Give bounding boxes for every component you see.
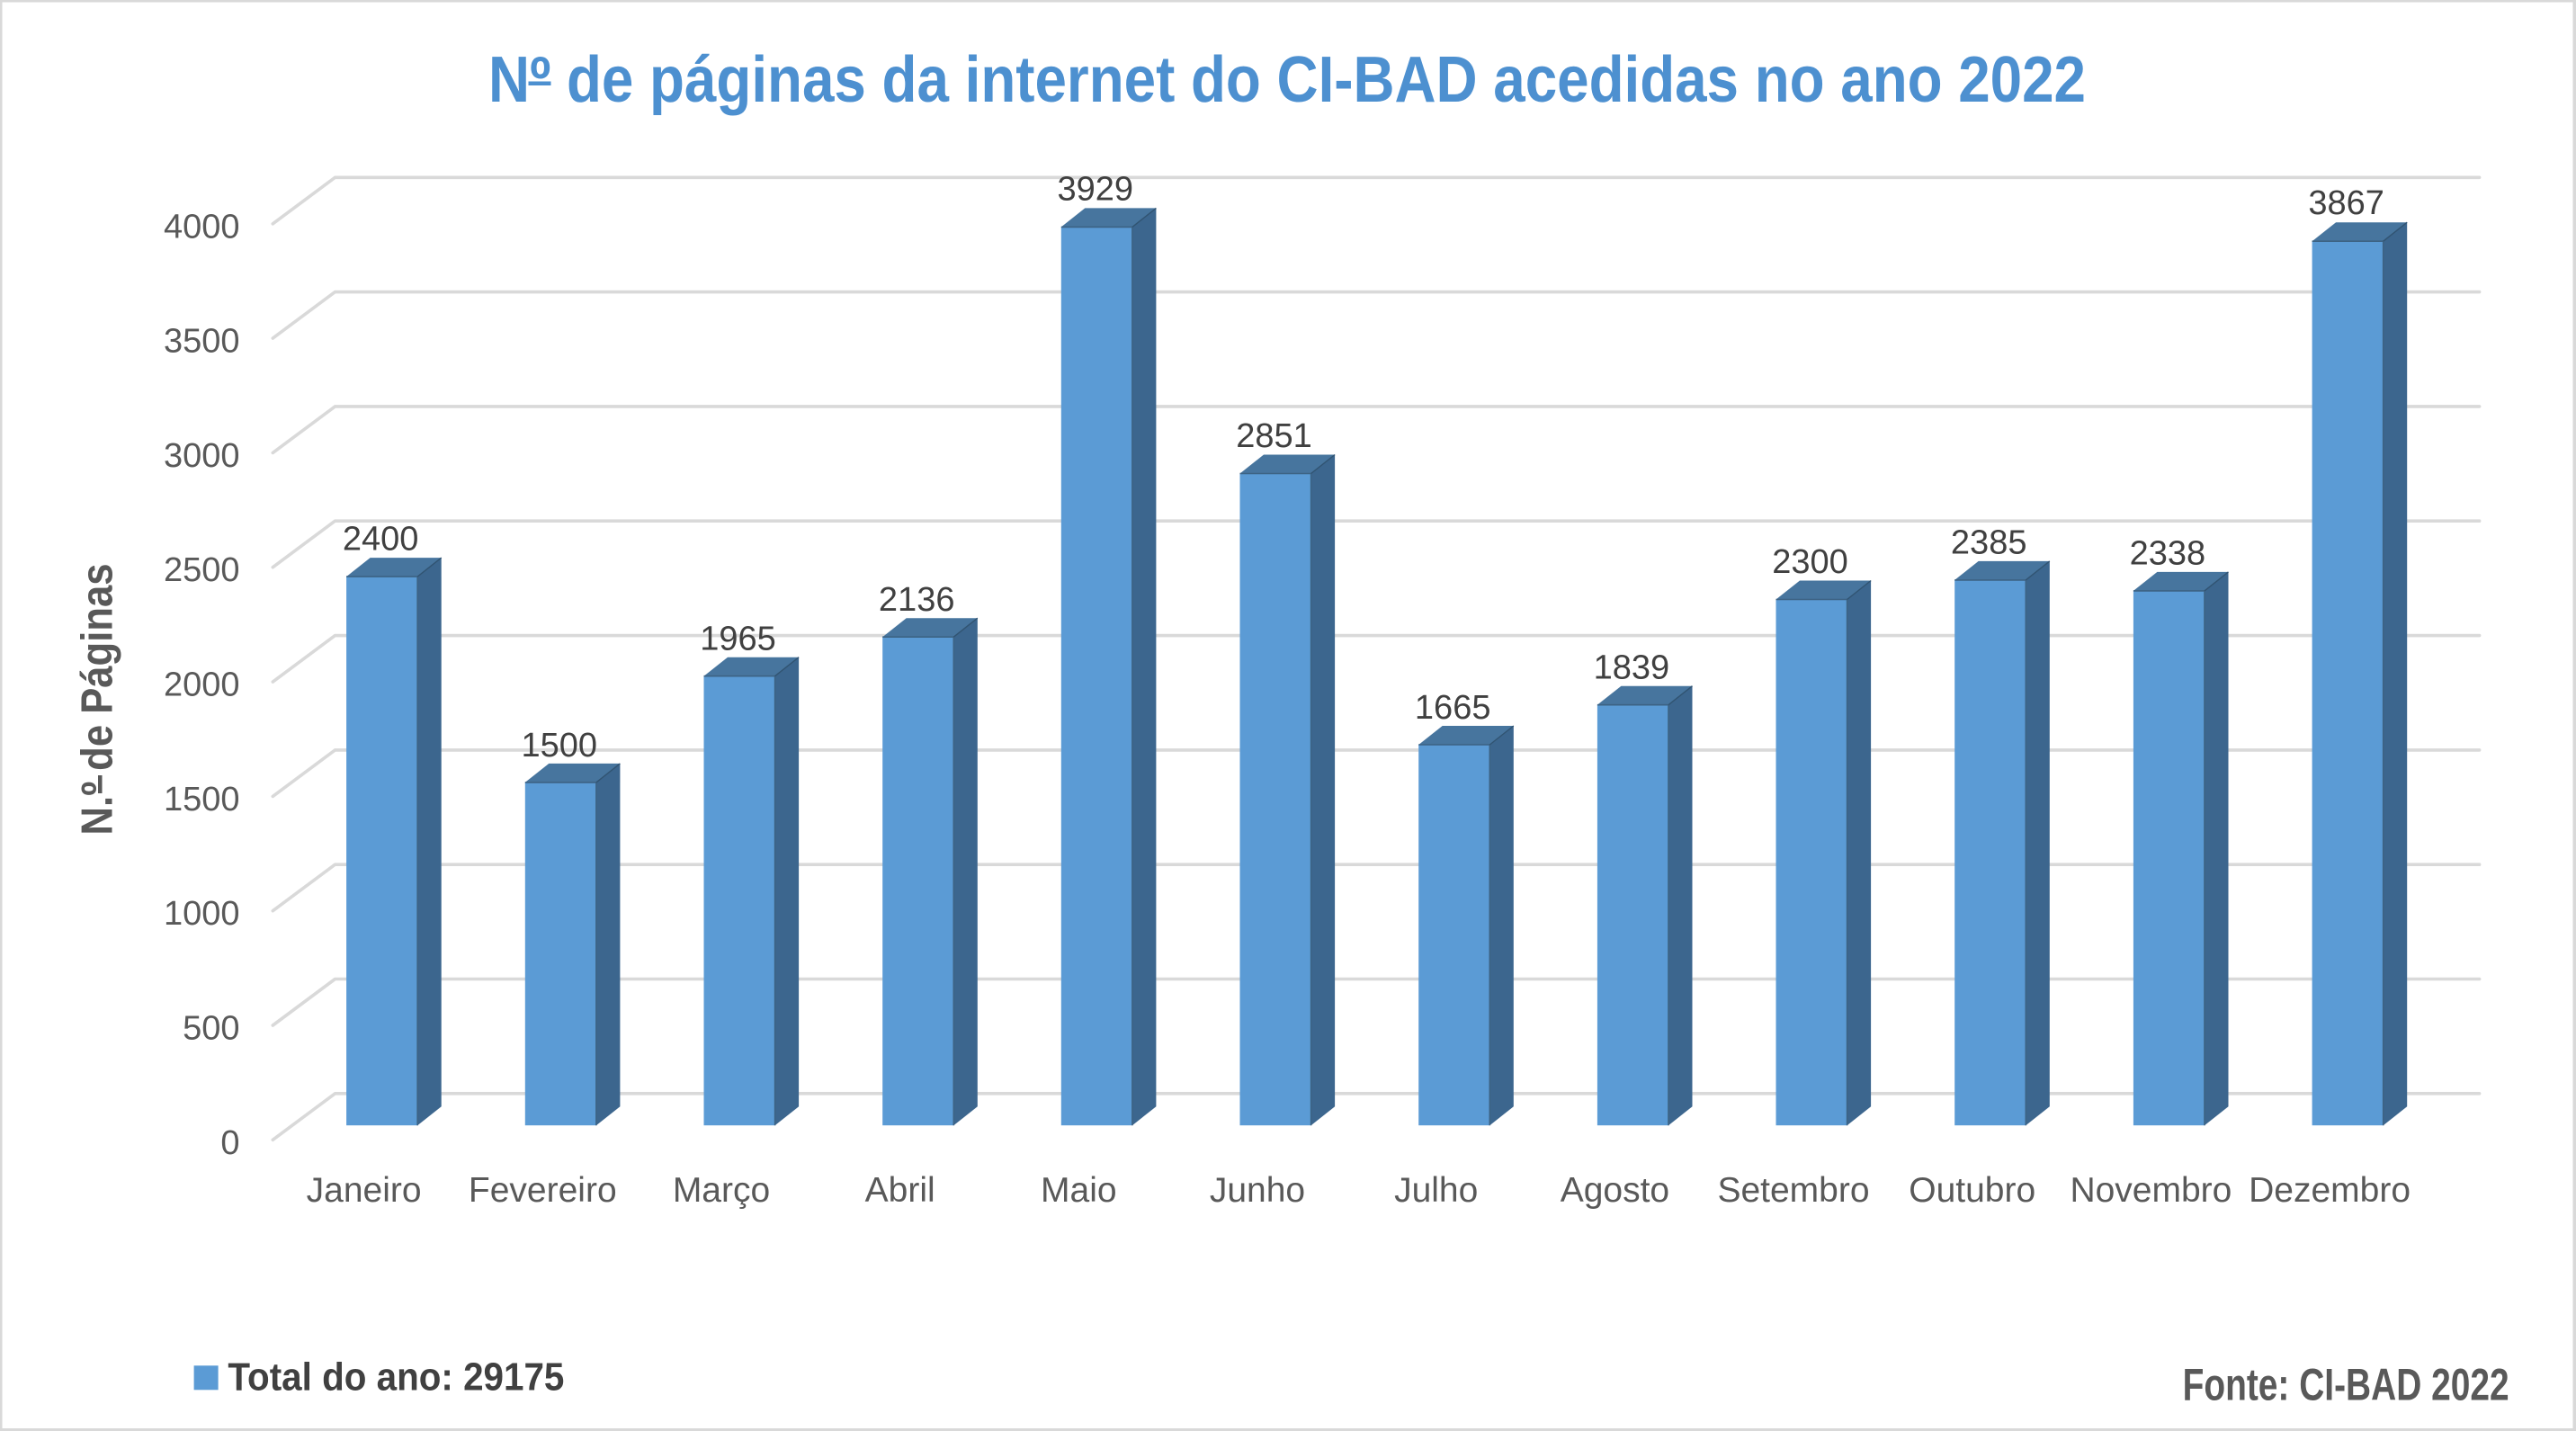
svg-text:Julho: Julho [1394, 1171, 1478, 1210]
svg-text:500: 500 [183, 1010, 239, 1048]
svg-text:Janeiro: Janeiro [307, 1171, 422, 1210]
svg-text:2500: 2500 [164, 551, 240, 589]
svg-text:Junho: Junho [1210, 1171, 1305, 1210]
svg-text:2136: 2136 [879, 581, 955, 619]
svg-text:1665: 1665 [1415, 689, 1491, 727]
svg-text:2338: 2338 [2130, 535, 2206, 573]
svg-text:Novembro: Novembro [2070, 1171, 2232, 1210]
svg-text:1965: 1965 [700, 621, 776, 658]
svg-text:2300: 2300 [1772, 543, 1848, 581]
svg-text:2851: 2851 [1236, 417, 1312, 455]
svg-text:3500: 3500 [164, 323, 240, 361]
svg-text:1500: 1500 [164, 781, 240, 818]
svg-text:3000: 3000 [164, 437, 240, 475]
svg-text:3867: 3867 [2308, 184, 2384, 222]
svg-text:Dezembro: Dezembro [2249, 1171, 2411, 1210]
svg-text:Abril: Abril [865, 1171, 935, 1210]
svg-text:Agosto: Agosto [1561, 1171, 1669, 1210]
svg-text:Nº de páginas da internet do C: Nº de páginas da internet do CI-BAD aced… [488, 44, 2086, 116]
svg-text:2385: 2385 [1951, 524, 2027, 562]
svg-text:3929: 3929 [1058, 170, 1134, 208]
svg-text:2000: 2000 [164, 666, 240, 704]
svg-text:1500: 1500 [522, 727, 598, 765]
svg-text:Fevereiro: Fevereiro [469, 1171, 617, 1210]
svg-text:0: 0 [220, 1124, 239, 1162]
svg-text:1000: 1000 [164, 895, 240, 933]
svg-text:2400: 2400 [343, 521, 419, 559]
svg-text:N.º de Páginas: N.º de Páginas [74, 564, 122, 836]
svg-text:1839: 1839 [1594, 649, 1670, 687]
svg-text:4000: 4000 [164, 208, 240, 246]
svg-text:Fonte: CI-BAD 2022: Fonte: CI-BAD 2022 [2183, 1359, 2509, 1409]
svg-text:Outubro: Outubro [1909, 1171, 2035, 1210]
svg-text:Total do ano: 29175: Total do ano: 29175 [228, 1355, 564, 1400]
svg-text:Maio: Maio [1041, 1171, 1117, 1210]
svg-text:Março: Março [673, 1171, 770, 1210]
svg-text:Setembro: Setembro [1717, 1171, 1869, 1210]
